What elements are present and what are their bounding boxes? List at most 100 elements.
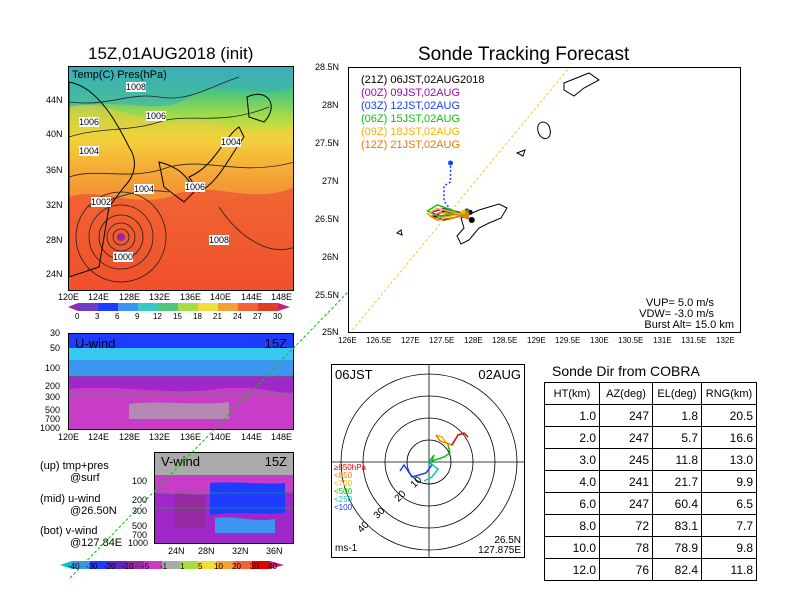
colorbar-tick: 15: [173, 312, 182, 321]
track-series-line: [426, 207, 473, 221]
isobar-label: 1000: [113, 252, 134, 262]
table-cell: 60.4: [652, 492, 702, 515]
lon-tick: 130.5E: [618, 336, 644, 345]
colorbar-tick: 9: [135, 312, 140, 321]
legend-line: (bot) v-wind: [40, 525, 98, 537]
lon-tick: 136E: [180, 432, 202, 442]
lon-tick: 128E: [119, 292, 141, 302]
sonde-table: HT(km) AZ(deg) EL(deg) RNG(km) 1.0 247 1.8…: [544, 382, 757, 581]
table-row: 10.0 78 78.9 9.8: [544, 536, 757, 559]
isobar-label: 1002: [91, 197, 112, 207]
wind-colorbar-tick: -1: [160, 562, 168, 571]
table-header-row: HT(km) AZ(deg) EL(deg) RNG(km): [544, 382, 757, 405]
isobar-label: 1006: [185, 182, 206, 192]
wind-colorbar-tick: -30: [86, 562, 98, 571]
table-cell: 82.4: [652, 558, 702, 581]
table-header: EL(deg): [652, 382, 702, 405]
lon-tick: 120E: [58, 432, 80, 442]
track-end-point: [464, 212, 470, 218]
table-header: HT(km): [544, 382, 600, 405]
lon-tick: 132E: [716, 336, 735, 345]
pressure-label: <500: [334, 487, 353, 496]
lon-tick: 140E: [210, 292, 232, 302]
isobar-label: 1006: [79, 117, 100, 127]
legend-line: @26.50N: [70, 505, 117, 517]
polar-lat: 26.5N: [494, 535, 521, 546]
table-cell: 72: [599, 514, 653, 537]
legend-item: (03Z) 12JST,02AUG: [361, 100, 461, 112]
legend-item: (21Z) 06JST,02AUG2018: [361, 74, 485, 86]
isobar-label: 1008: [209, 235, 230, 245]
track-end-point: [448, 160, 454, 166]
map-field-label: Temp(C) Pres(hPa): [72, 69, 167, 81]
colorbar-tick: 3: [95, 312, 100, 321]
v-wind-label: V-wind: [161, 454, 201, 469]
colorbar-tick: 30: [273, 312, 282, 321]
lon-tick: 131E: [653, 336, 672, 345]
table-cell: 83.1: [652, 514, 702, 537]
lon-tick: 144E: [241, 432, 263, 442]
isobar-label: 1006: [146, 111, 167, 121]
level-tick: 700: [45, 414, 61, 424]
tracking-map: (21Z) 06JST,02AUG2018 (00Z) 09JST,02AUG …: [348, 67, 741, 333]
pressure-label: <850: [334, 471, 353, 480]
track-series-line: [443, 163, 473, 221]
u-wind-label: U-wind: [75, 336, 116, 351]
v-wind-time: 15Z: [264, 454, 287, 469]
legend-line: (up) tmp+pres: [40, 460, 109, 472]
lon-tick: 130E: [590, 336, 609, 345]
lat-tick: 27N: [322, 176, 339, 186]
wind-colorbar-tick: 40: [268, 562, 277, 571]
table-cell: 247: [599, 492, 653, 515]
table-cell: 1.8: [652, 404, 702, 427]
sonde-param: Burst Alt= 15.0 km: [644, 319, 734, 331]
table-cell: 3.0: [544, 448, 600, 471]
isobar-label: 1004: [79, 146, 100, 156]
lon-tick: 148E: [271, 292, 293, 302]
colorbar-tick: 12: [153, 312, 162, 321]
wind-colorbar-tick: 1: [180, 562, 185, 571]
lat-tick: 24N: [46, 269, 63, 279]
level-tick: 300: [132, 506, 148, 516]
lat-tick: 27.5N: [315, 138, 340, 148]
pressure-label: <700: [334, 479, 353, 488]
wind-colorbar-tick: 20: [232, 562, 241, 571]
lat-tick: 36N: [266, 546, 283, 556]
table-cell: 20.5: [701, 404, 757, 427]
lat-tick: 26.5N: [315, 214, 340, 224]
colorbar-tick: 0: [75, 312, 80, 321]
colorbar-tick: 21: [213, 312, 222, 321]
v-wind-panel: V-wind 15Z: [154, 452, 294, 544]
table-cell: 247: [599, 426, 653, 449]
lon-tick: 128E: [119, 432, 141, 442]
level-tick: 200: [45, 381, 61, 391]
temp-colorbar: [68, 303, 290, 311]
lon-tick: 136E: [180, 292, 202, 302]
legend-item: (06Z) 15JST,02AUG: [361, 113, 461, 125]
polar-time-left: 06JST: [335, 367, 373, 382]
lon-tick: 132E: [149, 292, 171, 302]
polar-unit: ms-1: [335, 543, 358, 554]
legend-line: @surf: [70, 472, 100, 484]
legend-item: (09Z) 18JST,02AUG: [361, 126, 461, 138]
table-cell: 10.0: [544, 536, 600, 559]
lon-tick: 128E: [464, 336, 483, 345]
pressure-label: <250: [334, 495, 353, 504]
lat-tick: 28N: [322, 100, 339, 110]
wind-colorbar-tick: -20: [104, 562, 116, 571]
polar-wind-plot: 06JST 02AUG 10 20 30 40 ≥850hPa <850 <70…: [331, 364, 525, 558]
table-cell: 6.5: [701, 492, 757, 515]
legend-item: (00Z) 09JST,02AUG: [361, 87, 461, 99]
u-wind-panel: U-wind 15Z: [68, 333, 294, 430]
lat-tick: 24N: [168, 546, 185, 556]
isobar-label: 1004: [134, 184, 155, 194]
lat-tick: 36N: [46, 165, 63, 175]
launch-point: [468, 217, 475, 223]
temp-field: [69, 67, 293, 290]
table-cell: 78: [599, 536, 653, 559]
lon-tick: 120E: [58, 292, 80, 302]
track-series-line: [429, 211, 473, 221]
table-cell: 8.0: [544, 514, 600, 537]
tracking-title: Sonde Tracking Forecast: [418, 44, 630, 65]
lat-tick: 28N: [46, 235, 63, 245]
